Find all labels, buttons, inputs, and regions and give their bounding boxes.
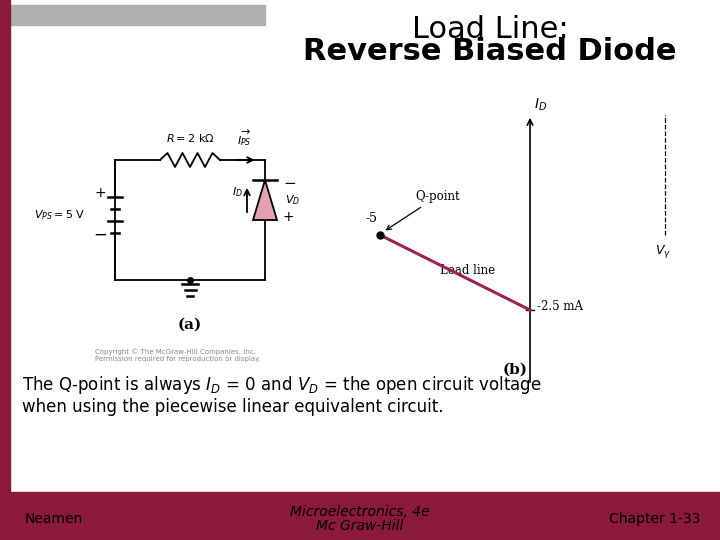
Text: $V_D$: $V_D$ <box>285 193 300 207</box>
Text: (b): (b) <box>503 363 528 377</box>
Text: when using the piecewise linear equivalent circuit.: when using the piecewise linear equivale… <box>22 398 444 416</box>
Text: Mc Graw-Hill: Mc Graw-Hill <box>316 519 404 533</box>
Text: -5: -5 <box>366 212 378 225</box>
Text: Load line: Load line <box>440 265 495 278</box>
Text: $\overrightarrow{I_{PS}}$: $\overrightarrow{I_{PS}}$ <box>237 128 252 148</box>
Text: −: − <box>93 226 107 244</box>
Text: $I_D$: $I_D$ <box>232 185 243 199</box>
Text: -2.5 mA: -2.5 mA <box>537 300 583 314</box>
Text: Chapter 1-33: Chapter 1-33 <box>608 512 700 526</box>
Text: $I_D$: $I_D$ <box>534 97 547 113</box>
Bar <box>0 0 10 540</box>
Text: Microelectronics, 4e: Microelectronics, 4e <box>290 505 430 519</box>
Text: Neamen: Neamen <box>25 512 84 526</box>
Bar <box>0 492 720 498</box>
Text: −: − <box>283 176 296 191</box>
Text: Load Line:: Load Line: <box>412 16 568 44</box>
Bar <box>0 5 265 25</box>
Text: $V_{PS} = 5\ \mathrm{V}$: $V_{PS} = 5\ \mathrm{V}$ <box>35 208 86 222</box>
Text: (a): (a) <box>178 318 202 332</box>
Text: $R = 2\ \mathrm{k\Omega}$: $R = 2\ \mathrm{k\Omega}$ <box>166 132 215 144</box>
Text: Copyright © The McGraw-Hill Companies, Inc.
Permission required for reproduction: Copyright © The McGraw-Hill Companies, I… <box>95 348 261 362</box>
Text: $V_\gamma$: $V_\gamma$ <box>655 243 671 260</box>
Text: +: + <box>283 210 294 224</box>
Polygon shape <box>253 180 277 220</box>
Text: Reverse Biased Diode: Reverse Biased Diode <box>303 37 677 66</box>
Bar <box>0 498 720 540</box>
Text: +: + <box>94 186 106 200</box>
Text: The Q-point is always $I_D$ = 0 and $V_D$ = the open circuit voltage: The Q-point is always $I_D$ = 0 and $V_D… <box>22 374 541 396</box>
Text: Q-point: Q-point <box>387 190 459 230</box>
